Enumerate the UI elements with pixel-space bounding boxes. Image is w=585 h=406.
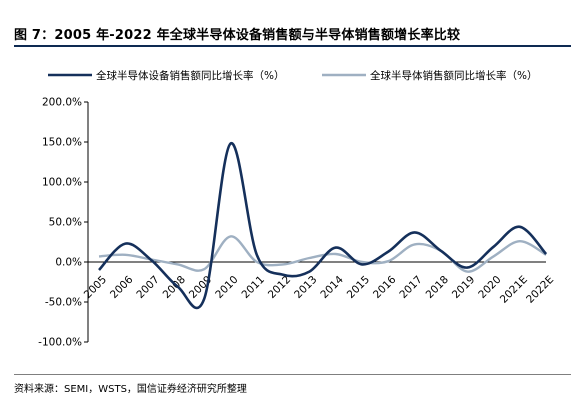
series-lines [98,142,548,310]
legend-label: 全球半导体销售额同比增长率（%） [370,69,537,82]
x-tick-label: 2014 [318,273,346,301]
source-note: 资料来源：SEMI，WSTS，国信证券经济研究所整理 [14,384,247,395]
y-axis: 200.0% 150.0% 100.0% 50.0% 0.0% -50.0% -100.0% [38,97,89,349]
y-tick-label: 150.0% [42,137,82,149]
y-tick-label: 100.0% [42,177,82,189]
legend-label: 全球半导体设备销售额同比增长率（%） [96,69,284,82]
x-tick-label: 2019 [450,274,477,301]
x-axis: 2005200620072008200920102011201220132014… [82,261,556,306]
x-tick-label: 2012 [266,274,293,301]
title-divider [14,45,571,47]
x-tick-label: 2005 [82,274,109,301]
figure-title: 图 7：2005 年-2022 年全球半导体设备销售额与半导体销售额增长率比较 [14,28,461,43]
series-equipment-growth-line [98,142,548,310]
y-tick-label: 0.0% [55,257,82,269]
y-tick-label: -50.0% [45,297,82,309]
x-tick-label: 2011 [240,274,267,301]
x-tick-label: 2017 [397,274,424,301]
y-tick-label: -100.0% [38,337,82,349]
legend: 全球半导体设备销售额同比增长率（%） 全球半导体销售额同比增长率（%） [48,69,537,82]
y-tick-label: 200.0% [42,97,82,109]
x-tick-label: 2009 [187,274,214,301]
x-tick-label: 2008 [161,274,188,301]
x-tick-label: 2013 [292,274,319,301]
x-tick-label: 2007 [134,274,161,301]
x-tick-label: 2021E [498,274,530,306]
x-tick-label: 2015 [345,274,372,301]
footer-divider [14,374,571,375]
x-tick-label: 2018 [424,274,451,301]
x-tick-label: 2016 [371,273,399,301]
x-tick-label: 2006 [108,273,136,301]
x-tick-label: 2022E [524,274,556,306]
x-tick-label: 2010 [213,274,240,301]
y-tick-label: 50.0% [49,217,82,229]
series-semiconductor-growth-line [98,235,547,273]
